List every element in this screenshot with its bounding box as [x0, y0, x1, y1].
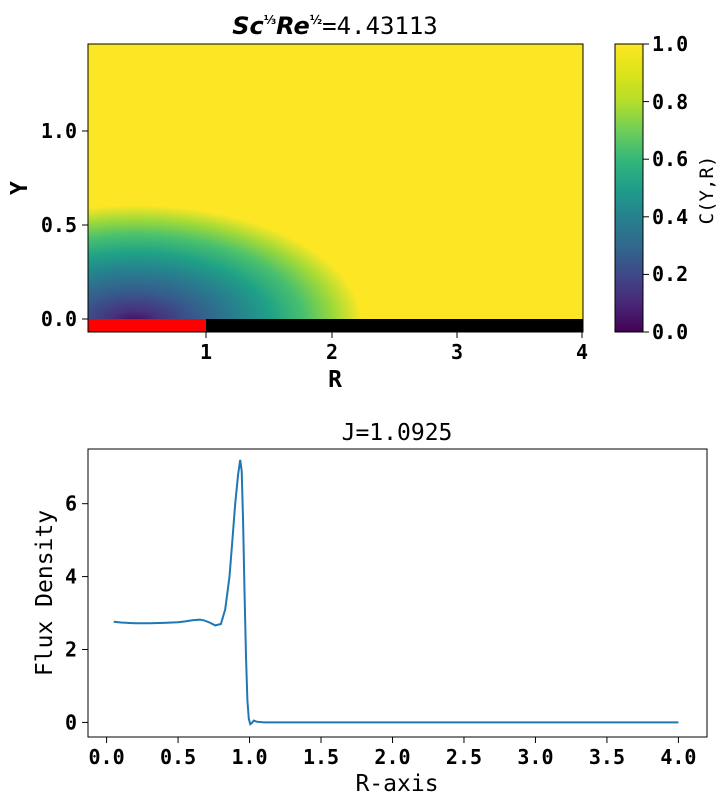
heatmap-y-tick: 0.0: [41, 307, 77, 331]
heatmap-field: [88, 44, 583, 332]
flux-x-tick: 1.5: [303, 745, 339, 769]
electrode-bar: [88, 319, 206, 332]
heatmap-x-label: R: [328, 367, 342, 393]
flux-x-tick: 0.0: [89, 745, 125, 769]
flux-x-tick: 0.5: [160, 745, 196, 769]
flux-x-tick: 2.5: [446, 745, 482, 769]
flux-y-label: Flux Density: [32, 510, 58, 676]
heatmap-x-tick: 4: [576, 340, 588, 364]
colorbar-tick: 0.6: [652, 147, 688, 171]
heatmap-x-tick: 2: [326, 340, 338, 364]
flux-series-line: [113, 459, 679, 726]
flux-y-tick: 0: [65, 710, 77, 734]
colorbar-tick: 1.0: [652, 32, 688, 56]
insulator-bar: [206, 319, 583, 332]
heatmap-title: Sc⅓Re½=4.43113: [232, 12, 438, 40]
heatmap-y-tick: 0.5: [41, 213, 77, 237]
flux-title: J=1.0925: [342, 420, 453, 446]
flux-panel: J=1.0925 0.0 0.5 1.0 1.5 2.0 2.5 3.0 3.5 4.0 0 2 4…: [32, 420, 708, 797]
heatmap-x-tick: 3: [451, 340, 463, 364]
flux-x-tick: 3.5: [589, 745, 625, 769]
heatmap-x-axis: 1 2 3 4 R: [200, 332, 588, 393]
flux-x-axis: 0.0 0.5 1.0 1.5 2.0 2.5 3.0 3.5 4.0: [89, 737, 696, 769]
colorbar-tick: 0.8: [652, 90, 688, 114]
flux-x-tick: 4.0: [660, 745, 696, 769]
heatmap-panel: Sc⅓Re½=4.43113 1 2 3 4 R 0.0 0.5 1.0 Y: [7, 12, 718, 393]
heatmap-frame: [87, 43, 584, 333]
heatmap-x-tick: 1: [200, 340, 212, 364]
colorbar: 0.0 0.2 0.4 0.6 0.8 1.0 C(Y,R): [614, 32, 718, 344]
heatmap-y-axis: 0.0 0.5 1.0 Y: [7, 119, 88, 331]
flux-x-tick: 1.0: [231, 745, 267, 769]
flux-y-axis: 0 2 4 6: [65, 492, 88, 734]
heatmap-y-label: Y: [7, 181, 33, 195]
heatmap-y-tick: 1.0: [41, 119, 77, 143]
flux-x-tick: 3.0: [517, 745, 553, 769]
flux-y-tick: 4: [65, 565, 77, 589]
flux-y-tick: 2: [65, 638, 77, 662]
flux-frame: [87, 448, 708, 738]
colorbar-tick: 0.0: [652, 320, 688, 344]
flux-y-tick: 6: [65, 492, 77, 516]
colorbar-gradient: [614, 43, 644, 333]
flux-x-label: R-axis: [355, 771, 438, 797]
colorbar-tick: 0.2: [652, 262, 688, 286]
colorbar-label: C(Y,R): [696, 156, 718, 225]
flux-x-tick: 2.0: [374, 745, 410, 769]
colorbar-tick: 0.4: [652, 205, 688, 229]
